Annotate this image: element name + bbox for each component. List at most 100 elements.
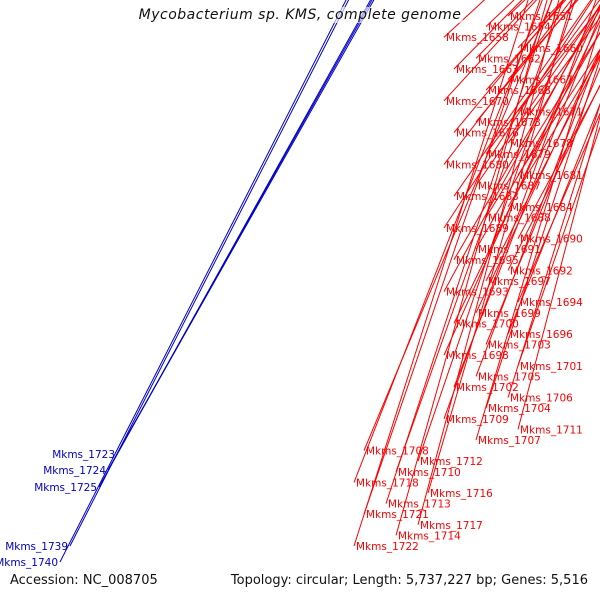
gene-label-mkms-1660[interactable]: Mkms_1660 <box>520 43 583 55</box>
gene-label-mkms-1693[interactable]: Mkms_1693 <box>446 287 509 299</box>
leader-line <box>485 0 600 155</box>
leader-line <box>517 84 600 239</box>
gene-label-mkms-1691[interactable]: Mkms_1691 <box>478 244 541 256</box>
leader-line <box>475 23 600 441</box>
gene-label-mkms-1670[interactable]: Mkms_1670 <box>446 96 509 108</box>
gene-label-mkms-1687[interactable]: Mkms_1687 <box>478 181 541 193</box>
gene-label-mkms-1663[interactable]: Mkms_1663 <box>456 64 519 76</box>
leader-line <box>443 6 600 356</box>
leader-line <box>417 0 576 462</box>
leader-line <box>353 0 529 547</box>
gene-label-mkms-1722[interactable]: Mkms_1722 <box>356 541 419 553</box>
gene-label-mkms-1689[interactable]: Mkms_1689 <box>446 223 509 235</box>
gene-label-mkms-1701[interactable]: Mkms_1701 <box>520 361 583 373</box>
gene-label-mkms-1658[interactable]: Mkms_1658 <box>446 32 509 44</box>
gene-label-mkms-1697[interactable]: Mkms_1697 <box>488 276 551 288</box>
leader-line <box>385 0 553 504</box>
gene-label-mkms-1704[interactable]: Mkms_1704 <box>488 403 551 415</box>
leader-line <box>517 112 600 303</box>
leader-line <box>485 57 600 409</box>
gene-label-mkms-1651[interactable]: Mkms_1651 <box>510 11 573 23</box>
gene-label-mkms-1725[interactable]: Mkms_1725 <box>34 482 97 494</box>
leader-line <box>517 114 600 430</box>
gene-label-mkms-1710[interactable]: Mkms_1710 <box>398 467 461 479</box>
gene-label-mkms-1681[interactable]: Mkms_1681 <box>520 170 583 182</box>
gene-label-mkms-1654[interactable]: Mkms_1654 <box>488 22 551 34</box>
leader-line <box>475 31 600 250</box>
leader-line <box>507 102 600 398</box>
label-leader-lines <box>59 0 600 563</box>
leader-line <box>363 0 541 515</box>
leader-line <box>475 0 577 123</box>
gene-label-mkms-1698[interactable]: Mkms_1698 <box>446 350 509 362</box>
leader-line <box>363 0 553 451</box>
gene-label-mkms-1740[interactable]: Mkms_1740 <box>0 557 58 569</box>
leader-line <box>453 8 600 261</box>
gene-label-mkms-1667[interactable]: Mkms_1667 <box>510 75 573 87</box>
gene-label-mkms-1690[interactable]: Mkms_1690 <box>520 234 583 246</box>
leader-line <box>507 84 600 271</box>
gene-label-mkms-1696[interactable]: Mkms_1696 <box>510 329 573 341</box>
gene-label-mkms-1707[interactable]: Mkms_1707 <box>478 435 541 447</box>
gene-label-mkms-1718[interactable]: Mkms_1718 <box>356 477 419 489</box>
gene-label-mkms-1723[interactable]: Mkms_1723 <box>52 449 115 461</box>
gene-label-mkms-1717[interactable]: Mkms_1717 <box>420 520 483 532</box>
gene-labels: Mkms_1651Mkms_1654Mkms_1658Mkms_1660Mkms… <box>0 11 583 569</box>
gene-label-mkms-1662[interactable]: Mkms_1662 <box>478 53 541 65</box>
leader-line <box>485 66 600 345</box>
gene-label-mkms-1694[interactable]: Mkms_1694 <box>520 297 583 309</box>
gene-label-mkms-1713[interactable]: Mkms_1713 <box>388 499 451 511</box>
gene-label-mkms-1676[interactable]: Mkms_1676 <box>456 128 519 140</box>
gene-label-mkms-1680[interactable]: Mkms_1680 <box>446 159 509 171</box>
gene-label-mkms-1703[interactable]: Mkms_1703 <box>488 340 551 352</box>
leader-line <box>475 48 600 377</box>
leader-line <box>475 4 600 186</box>
gene-label-mkms-1712[interactable]: Mkms_1712 <box>420 456 483 468</box>
accession-label: Accession: NC_008705 <box>8 573 160 588</box>
gene-label-mkms-1699[interactable]: Mkms_1699 <box>478 308 541 320</box>
leader-line <box>417 0 560 525</box>
gene-label-mkms-1714[interactable]: Mkms_1714 <box>398 530 461 542</box>
gene-label-mkms-1716[interactable]: Mkms_1716 <box>430 488 493 500</box>
leader-line <box>485 31 600 218</box>
gene-label-mkms-1671[interactable]: Mkms_1671 <box>520 106 583 118</box>
leader-line <box>395 0 564 472</box>
gene-label-mkms-1668[interactable]: Mkms_1668 <box>488 85 551 97</box>
leader-line <box>453 13 600 388</box>
gene-label-mkms-1705[interactable]: Mkms_1705 <box>478 371 541 383</box>
gene-label-mkms-1721[interactable]: Mkms_1721 <box>366 509 429 521</box>
gene-label-mkms-1695[interactable]: Mkms_1695 <box>456 255 519 267</box>
gene-label-mkms-1702[interactable]: Mkms_1702 <box>456 382 519 394</box>
leader-line <box>395 0 548 536</box>
gene-label-mkms-1679[interactable]: Mkms_1679 <box>488 149 551 161</box>
gene-label-mkms-1709[interactable]: Mkms_1709 <box>446 414 509 426</box>
gene-label-mkms-1683[interactable]: Mkms_1683 <box>456 191 519 203</box>
leader-line <box>453 0 565 133</box>
map-title-text: Mycobacterium sp. KMS, complete genome <box>136 7 464 23</box>
leader-line <box>427 0 573 494</box>
leader-line <box>443 0 572 165</box>
leader-line <box>59 0 347 563</box>
genome-stats: Topology: circular; Length: 5,737,227 bp… <box>228 573 590 588</box>
leader-line <box>453 0 592 197</box>
leader-line <box>507 102 600 335</box>
gene-label-mkms-1700[interactable]: Mkms_1700 <box>456 318 519 330</box>
gene-label-mkms-1678[interactable]: Mkms_1678 <box>510 138 573 150</box>
gene-label-mkms-1688[interactable]: Mkms_1688 <box>488 212 551 224</box>
map-title: Mycobacterium sp. KMS, complete genome <box>0 7 600 23</box>
gene-label-mkms-1684[interactable]: Mkms_1684 <box>510 202 573 214</box>
gene-label-mkms-1724[interactable]: Mkms_1724 <box>43 465 106 477</box>
gene-label-mkms-1708[interactable]: Mkms_1708 <box>366 446 429 458</box>
gene-label-mkms-1711[interactable]: Mkms_1711 <box>520 424 583 436</box>
leader-line <box>98 0 372 488</box>
leader-line <box>507 54 600 208</box>
gene-label-mkms-1673[interactable]: Mkms_1673 <box>478 117 541 129</box>
leader-line <box>507 16 600 144</box>
gene-label-mkms-1692[interactable]: Mkms_1692 <box>510 265 573 277</box>
leader-line <box>69 0 350 547</box>
leader-line <box>443 0 597 419</box>
leader-line <box>475 48 600 314</box>
gene-label-mkms-1739[interactable]: Mkms_1739 <box>5 541 68 553</box>
gene-label-mkms-1706[interactable]: Mkms_1706 <box>510 393 573 405</box>
